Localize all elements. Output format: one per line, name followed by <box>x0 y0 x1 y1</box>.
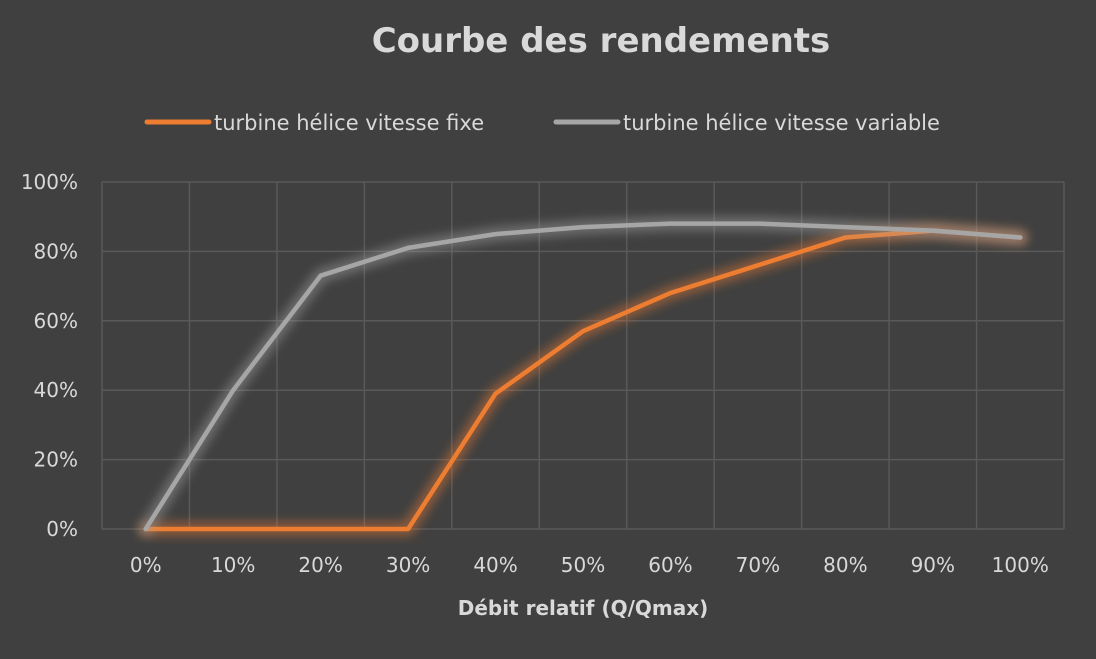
y-tick-label: 60% <box>34 309 78 333</box>
y-tick-label: 0% <box>46 517 78 541</box>
x-tick-label: 40% <box>473 553 517 577</box>
x-tick-label: 10% <box>211 553 255 577</box>
x-tick-label: 0% <box>130 553 162 577</box>
x-tick-label: 30% <box>386 553 430 577</box>
y-tick-label: 20% <box>34 448 78 472</box>
y-tick-label: 40% <box>34 378 78 402</box>
x-axis-title: Débit relatif (Q/Qmax) <box>458 596 709 620</box>
legend: turbine hélice vitesse fixe turbine hélic… <box>144 111 940 135</box>
x-tick-label: 70% <box>736 553 780 577</box>
series-lines <box>138 216 1028 536</box>
x-tick-label: 60% <box>648 553 692 577</box>
x-tick-label: 50% <box>561 553 605 577</box>
y-axis-ticks: 0% 20% 40% 60% 80% 100% <box>21 170 78 541</box>
x-tick-label: 90% <box>911 553 955 577</box>
series-line-2 <box>143 221 1023 532</box>
x-axis-ticks: 0% 10% 20% 30% 40% 50% 60% 70% 80% 90% 100% <box>130 553 1049 577</box>
x-tick-label: 20% <box>298 553 342 577</box>
y-tick-label: 80% <box>34 239 78 263</box>
legend-label: turbine hélice vitesse variable <box>623 111 940 135</box>
chart-title: Courbe des rendements <box>372 21 831 61</box>
x-tick-label: 80% <box>823 553 867 577</box>
y-tick-label: 100% <box>21 170 78 194</box>
x-tick-label: 100% <box>992 553 1049 577</box>
legend-label: turbine hélice vitesse fixe <box>214 111 484 135</box>
